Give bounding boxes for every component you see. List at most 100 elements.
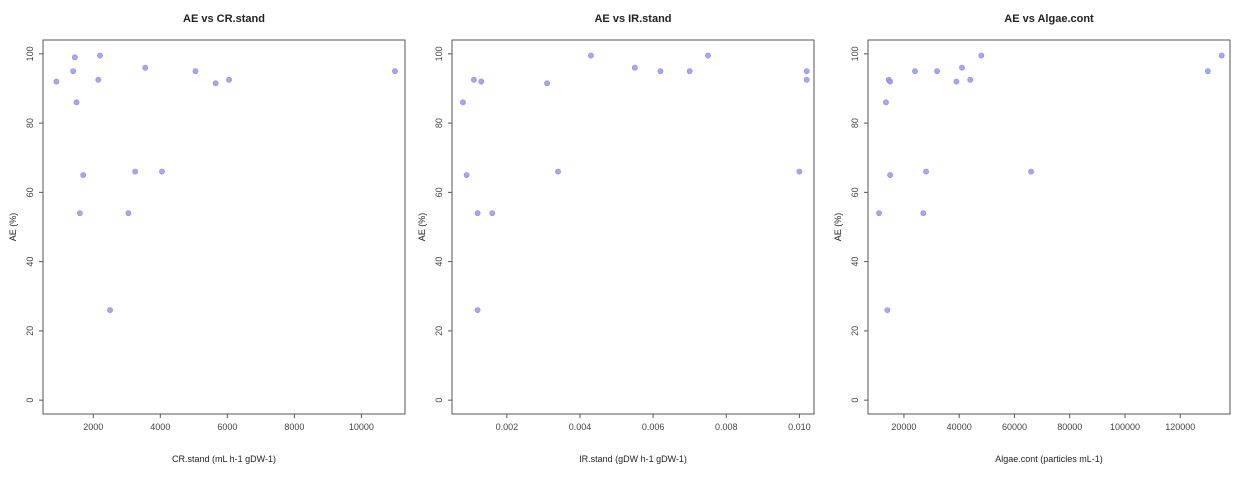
data-point xyxy=(95,76,102,83)
y-axis-label: AE (%) xyxy=(833,213,843,242)
data-point xyxy=(876,210,882,217)
data-point xyxy=(959,64,965,71)
y-tick-label: 80 xyxy=(434,118,444,128)
data-point xyxy=(97,52,103,59)
x-tick-label: 0.004 xyxy=(569,422,592,432)
data-point xyxy=(796,168,803,175)
data-point xyxy=(920,210,927,217)
chart-panel-3: AE vs Algae.cont Algae.cont (particles mL… xyxy=(833,13,1231,464)
y-tick-label: 80 xyxy=(850,118,860,128)
data-point xyxy=(80,172,87,178)
chart-panel-2: AE vs IR.stand IR.stand (gDW h-1 gDW-1) AE… xyxy=(417,13,815,464)
plot-frame xyxy=(42,39,406,415)
x-tick-label: 10000 xyxy=(349,422,374,432)
data-point xyxy=(53,78,60,85)
plot-frame xyxy=(867,39,1231,415)
x-tick-label: 0.006 xyxy=(642,422,665,432)
data-point xyxy=(912,68,918,75)
y-tick-label: 20 xyxy=(850,326,860,336)
data-point xyxy=(125,210,132,217)
data-point xyxy=(70,68,77,75)
data-point xyxy=(978,52,985,59)
y-axis-label: AE (%) xyxy=(8,213,18,242)
data-point xyxy=(192,68,199,75)
data-point xyxy=(953,78,960,85)
data-point xyxy=(76,210,83,217)
data-point xyxy=(212,80,219,87)
y-tick-label: 40 xyxy=(25,257,35,267)
data-point xyxy=(934,68,940,75)
data-point xyxy=(71,54,78,61)
y-tick-label: 80 xyxy=(25,118,35,128)
data-point xyxy=(555,168,561,175)
data-point xyxy=(657,68,664,75)
x-tick-label: 6000 xyxy=(217,422,237,432)
y-tick-label: 40 xyxy=(434,257,444,267)
y-tick-label: 60 xyxy=(850,187,860,197)
y-tick-label: 40 xyxy=(850,257,860,267)
data-point xyxy=(803,76,810,83)
y-tick-label: 20 xyxy=(25,326,35,336)
x-tick-label: 80000 xyxy=(1057,422,1082,432)
data-point xyxy=(132,168,139,175)
data-point xyxy=(588,52,594,59)
x-tick-label: 120000 xyxy=(1165,422,1195,432)
x-tick-label: 100000 xyxy=(1110,422,1140,432)
chart-title: AE vs Algae.cont xyxy=(1004,13,1094,25)
data-point xyxy=(73,99,80,106)
x-tick-label: 8000 xyxy=(284,422,304,432)
y-tick-label: 60 xyxy=(25,187,35,197)
data-point xyxy=(631,64,638,71)
data-point xyxy=(463,172,470,178)
data-point xyxy=(478,78,485,85)
data-point xyxy=(1204,68,1211,75)
x-tick-label: 60000 xyxy=(1002,422,1027,432)
data-point xyxy=(803,68,810,75)
y-axis-label: AE (%) xyxy=(417,213,427,242)
data-point xyxy=(159,168,165,175)
y-tick-label: 20 xyxy=(434,326,444,336)
x-tick-label: 2000 xyxy=(83,422,103,432)
data-point xyxy=(474,210,481,217)
data-point xyxy=(489,210,496,217)
x-tick-label: 40000 xyxy=(947,422,972,432)
y-tick-label: 0 xyxy=(850,398,860,403)
plot-frame xyxy=(451,39,815,415)
y-tick-label: 60 xyxy=(434,187,444,197)
data-point xyxy=(474,307,481,314)
data-point xyxy=(1218,52,1225,59)
data-point xyxy=(460,99,466,106)
data-point xyxy=(107,307,113,314)
x-tick-label: 4000 xyxy=(150,422,170,432)
data-point xyxy=(884,307,891,314)
x-tick-label: 0.010 xyxy=(788,422,811,432)
chart-panel-1: AE vs CR.stand CR.stand (mL h-1 gDW-1) AE … xyxy=(8,13,406,464)
data-point xyxy=(544,80,550,87)
y-tick-label: 0 xyxy=(25,398,35,403)
x-tick-label: 0.002 xyxy=(496,422,519,432)
data-point xyxy=(471,76,477,83)
data-point xyxy=(887,172,894,178)
data-point xyxy=(226,76,232,83)
y-tick-label: 100 xyxy=(25,46,35,61)
data-point xyxy=(142,64,149,71)
x-axis-label: IR.stand (gDW h-1 gDW-1) xyxy=(579,454,687,464)
x-tick-label: 0.008 xyxy=(715,422,738,432)
x-axis-label: CR.stand (mL h-1 gDW-1) xyxy=(172,454,276,464)
data-point xyxy=(883,99,889,106)
y-tick-label: 100 xyxy=(434,46,444,61)
y-tick-label: 0 xyxy=(434,398,444,403)
x-axis-label: Algae.cont (particles mL-1) xyxy=(995,454,1103,464)
data-point xyxy=(686,68,693,75)
x-tick-label: 20000 xyxy=(891,422,916,432)
data-point xyxy=(887,78,894,85)
data-point xyxy=(705,52,711,59)
y-tick-label: 100 xyxy=(850,46,860,61)
data-point xyxy=(392,68,398,75)
data-point xyxy=(967,76,974,83)
chart-title: AE vs CR.stand xyxy=(183,13,265,25)
data-point xyxy=(1028,168,1034,175)
chart-title: AE vs IR.stand xyxy=(594,13,671,25)
data-point xyxy=(923,168,929,175)
